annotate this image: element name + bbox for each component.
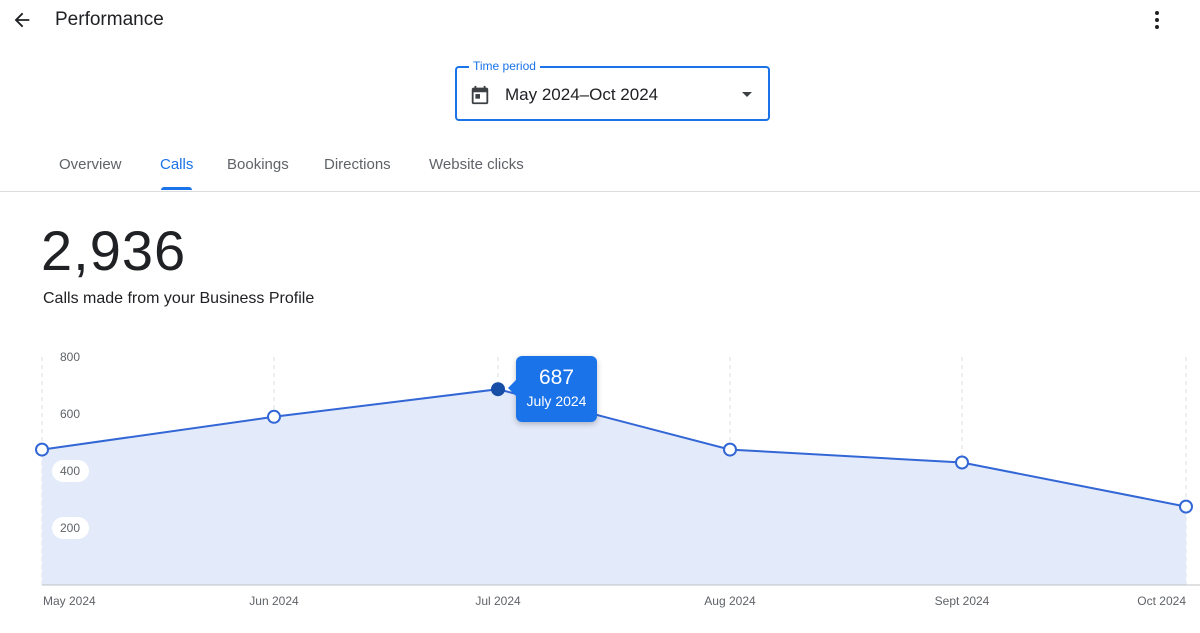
time-period-label: Time period [469, 59, 540, 73]
metric-value: 2,936 [41, 219, 187, 282]
y-tick-label-1: 600 [60, 407, 80, 421]
active-tab-indicator [161, 187, 192, 190]
tab-directions[interactable]: Directions [324, 156, 391, 173]
x-tick-label-0: May 2024 [43, 594, 96, 608]
svg-text:800: 800 [60, 350, 80, 364]
chart-tooltip: 687 July 2024 [508, 356, 597, 422]
top-app-bar: Performance [0, 0, 1200, 44]
data-point-5 [1179, 499, 1193, 514]
tab-bar: Overview Calls Bookings Directions Websi… [0, 140, 1200, 192]
data-point-1 [267, 409, 281, 424]
data-point-2 [491, 382, 505, 397]
data-point-4 [955, 455, 969, 470]
calendar-icon [471, 85, 489, 105]
time-period-select[interactable]: Time period May 2024–Oct 2024 [455, 59, 770, 121]
x-tick-label-5: Oct 2024 [1137, 594, 1186, 608]
tooltip-label: July 2024 [526, 393, 587, 409]
series-line [41, 388, 1187, 508]
x-tick-label-4: Sept 2024 [935, 594, 990, 608]
tab-overview[interactable]: Overview [59, 156, 122, 173]
arrow-back-icon [14, 12, 30, 28]
svg-text:200: 200 [60, 521, 80, 535]
data-point-3 [723, 442, 737, 457]
tooltip-value: 687 [538, 366, 575, 389]
svg-text:400: 400 [60, 464, 80, 478]
more-options-button[interactable] [1145, 6, 1169, 34]
page-title: Performance [55, 9, 164, 30]
time-period-value: May 2024–Oct 2024 [505, 85, 659, 104]
series-area [42, 389, 1186, 585]
y-tick-label-2: 400 [52, 460, 89, 482]
tab-calls[interactable]: Calls [160, 156, 194, 173]
dropdown-caret-icon [742, 92, 752, 97]
calls-area-chart: 800 600 400 200 May 2024 Jun 2024 Jul 2024 Aug … [35, 350, 1200, 608]
tab-website-clicks[interactable]: Website clicks [429, 156, 524, 173]
svg-text:600: 600 [60, 407, 80, 421]
tab-bookings[interactable]: Bookings [227, 156, 289, 173]
back-button[interactable] [8, 6, 36, 34]
y-tick-label-0: 800 [60, 350, 80, 364]
metric-caption: Calls made from your Business Profile [43, 290, 315, 307]
x-tick-label-3: Aug 2024 [704, 594, 756, 608]
x-tick-label-1: Jun 2024 [249, 594, 299, 608]
data-point-0 [35, 442, 49, 457]
x-tick-label-2: Jul 2024 [475, 594, 521, 608]
more-vert-icon [1155, 11, 1159, 29]
y-tick-label-3: 200 [52, 517, 89, 539]
